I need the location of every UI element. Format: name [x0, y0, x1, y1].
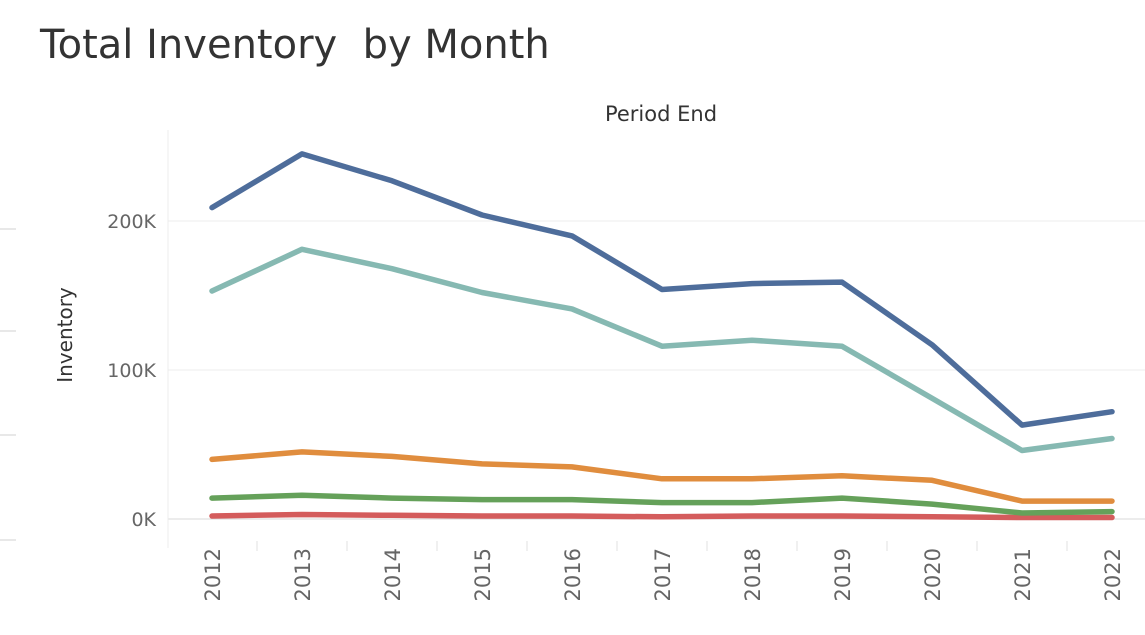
- x-axis-ticks: 2012 2013 2014 2015 2016 2017 2018 2019 2020 2021…: [201, 548, 1125, 601]
- x-tick-label: 2016: [561, 548, 585, 601]
- x-tick-label: 2019: [831, 548, 855, 601]
- y-tick-label: 200K: [107, 211, 156, 233]
- page-title: Total Inventory by Month: [40, 22, 550, 68]
- x-tick-label: 2013: [291, 548, 315, 601]
- left-edge-tick-marks: [0, 228, 16, 541]
- x-tick-label: 2012: [201, 548, 225, 601]
- y-axis-title: Inventory: [53, 287, 77, 383]
- series-line-2: [209, 246, 1115, 454]
- x-tick-label: 2015: [471, 548, 495, 601]
- x-tick-label: 2018: [741, 548, 765, 601]
- x-tick-label: 2017: [651, 548, 675, 601]
- x-tick-label: 2021: [1011, 548, 1035, 601]
- y-tick-label: 100K: [107, 360, 156, 382]
- x-tick-label: 2022: [1101, 548, 1125, 601]
- gridlines: [167, 130, 1145, 548]
- y-axis-ticks: 0K 100K 200K: [107, 211, 156, 531]
- y-tick-label: 0K: [131, 509, 156, 531]
- x-axis-separators: [256, 541, 1068, 551]
- x-tick-label: 2014: [381, 548, 405, 601]
- column-header: Period End: [605, 102, 717, 126]
- x-tick-label: 2020: [921, 548, 945, 601]
- series-line-3: [209, 449, 1115, 504]
- series-line-1: [209, 151, 1115, 428]
- series-line-5: [209, 511, 1115, 521]
- series-lines: [209, 151, 1115, 521]
- series-line-4: [209, 492, 1115, 516]
